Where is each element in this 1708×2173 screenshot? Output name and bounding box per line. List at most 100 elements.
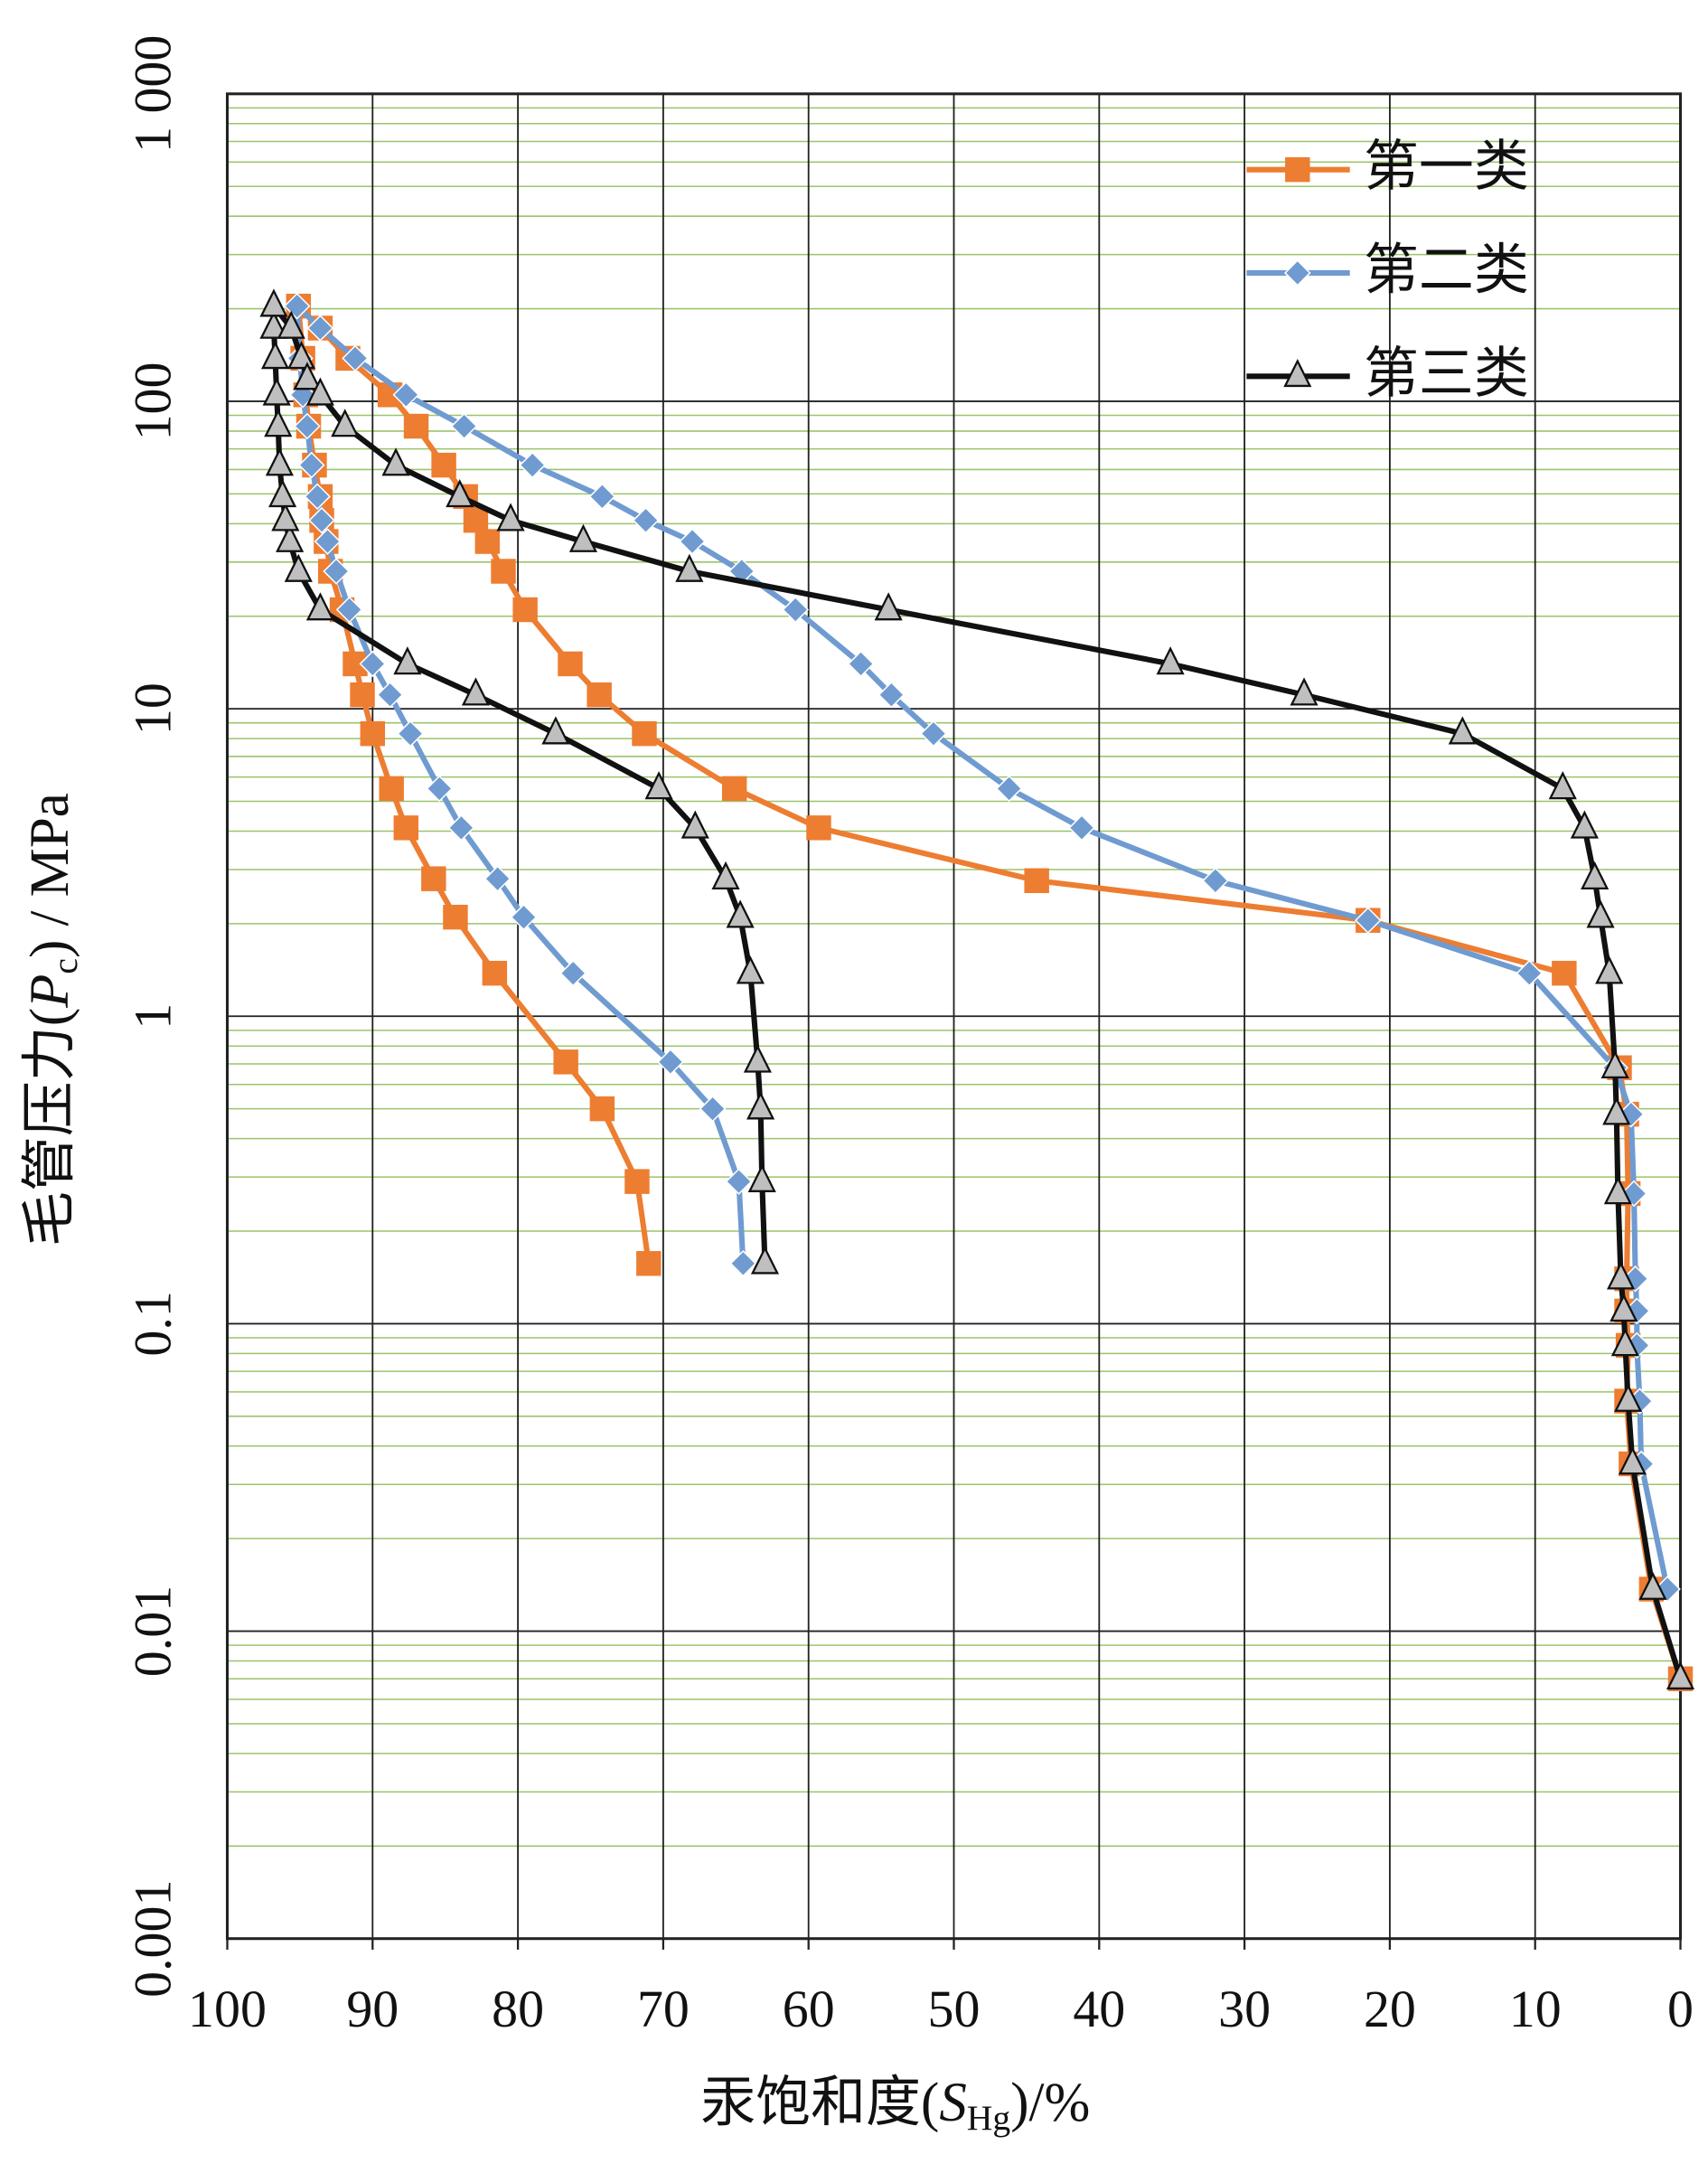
x-axis-label: 汞饱和度(SHg)/%: [700, 2073, 1090, 2138]
marker: [736, 955, 765, 984]
marker: [293, 362, 322, 390]
marker: [588, 483, 616, 511]
marker: [474, 529, 501, 554]
x-tick-label: 0: [1667, 1980, 1694, 2038]
marker: [644, 771, 673, 800]
x-axis-label-part: 汞饱和度(: [700, 2073, 939, 2133]
marker: [636, 1251, 662, 1276]
marker: [268, 479, 297, 508]
marker: [877, 681, 906, 709]
marker: [308, 506, 335, 534]
marker: [259, 310, 288, 339]
marker: [711, 861, 740, 889]
y-tick-label: 10: [124, 682, 183, 735]
y-axis-label-part: P: [20, 974, 80, 1009]
marker: [360, 720, 386, 747]
marker: [874, 592, 903, 621]
marker: [559, 959, 587, 987]
marker: [1581, 861, 1609, 889]
marker: [624, 1169, 650, 1194]
marker: [260, 341, 290, 370]
marker: [447, 814, 475, 842]
x-axis-label-part: S: [939, 2073, 966, 2133]
marker: [746, 1091, 775, 1120]
x-tick-label: 10: [1509, 1980, 1562, 2038]
series: [259, 288, 1695, 1690]
marker: [553, 1049, 578, 1075]
marker: [510, 903, 538, 931]
marker: [403, 413, 429, 439]
marker: [1283, 259, 1311, 287]
marker: [304, 483, 331, 511]
marker: [1638, 1571, 1667, 1600]
y-tick-label: 0.1: [124, 1291, 183, 1356]
marker: [306, 315, 334, 342]
marker: [1156, 646, 1185, 675]
x-tick-label: 20: [1364, 1980, 1416, 2038]
y-tick-label: 1 000: [124, 35, 183, 153]
marker: [331, 409, 360, 437]
marker: [1586, 899, 1615, 928]
marker: [726, 899, 755, 928]
marker: [995, 775, 1023, 803]
marker: [381, 447, 410, 476]
marker: [725, 1168, 753, 1195]
marker: [491, 559, 516, 584]
marker: [314, 528, 342, 555]
marker: [1548, 771, 1577, 800]
plot-border: [225, 92, 1683, 1941]
marker: [568, 523, 598, 552]
marker: [806, 815, 831, 841]
x-tick-label: 100: [188, 1980, 267, 2038]
marker: [276, 523, 305, 552]
marker: [262, 377, 291, 406]
marker: [305, 377, 334, 406]
marker: [680, 810, 709, 839]
series: [283, 292, 1681, 1603]
marker: [1285, 156, 1310, 183]
marker: [1024, 868, 1049, 894]
marker: [265, 447, 294, 476]
y-tick-label: 1: [124, 1003, 183, 1030]
x-tick-label: 30: [1218, 1980, 1271, 2038]
marker: [632, 720, 657, 747]
x-tick-label: 70: [637, 1980, 690, 2038]
marker: [512, 597, 538, 623]
marker: [1202, 867, 1229, 895]
marker: [335, 596, 363, 624]
y-tick-label: 0.01: [124, 1585, 183, 1677]
marker: [421, 866, 446, 891]
marker: [657, 1049, 684, 1076]
marker: [847, 650, 875, 678]
marker: [1283, 358, 1312, 388]
marker: [632, 506, 660, 534]
x-axis-label-part: Hg: [967, 2099, 1011, 2139]
marker: [446, 479, 474, 508]
marker: [376, 681, 404, 709]
marker: [359, 650, 387, 678]
marker: [1618, 1446, 1647, 1475]
marker: [271, 503, 300, 531]
marker: [379, 776, 404, 802]
marker: [294, 412, 321, 440]
marker: [747, 1163, 776, 1192]
marker: [284, 553, 313, 582]
marker: [675, 553, 704, 582]
marker: [286, 341, 316, 370]
marker: [450, 412, 478, 440]
y-axis-label: 毛管压力(Pc) / MPa: [20, 793, 85, 1246]
marker: [1610, 1328, 1639, 1357]
legend-label: 第一类: [1364, 137, 1529, 198]
marker: [1600, 1049, 1629, 1079]
marker: [463, 507, 489, 533]
marker: [1570, 810, 1599, 839]
marker: [1666, 1660, 1695, 1690]
marker: [1354, 907, 1382, 935]
marker: [482, 960, 508, 986]
marker: [699, 1095, 727, 1123]
marker: [1603, 1176, 1632, 1205]
y-tick-label: 0.001: [124, 1880, 183, 1998]
marker: [1609, 1293, 1638, 1322]
marker: [264, 409, 293, 437]
